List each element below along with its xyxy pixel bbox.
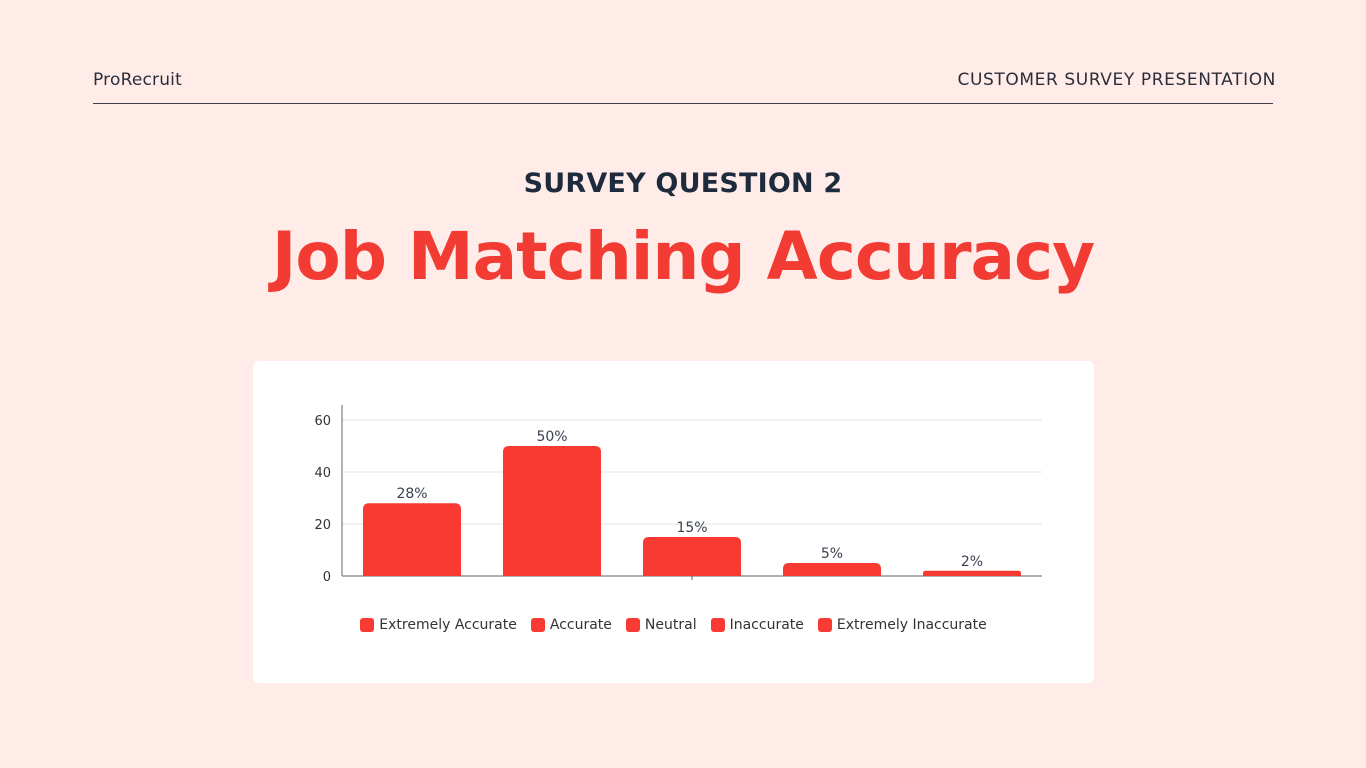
legend-swatch <box>710 618 725 632</box>
legend-swatch <box>530 618 545 632</box>
survey-question-label: SURVEY QUESTION 2 <box>523 168 843 199</box>
header-divider <box>93 103 1273 104</box>
legend-label: Extremely Accurate <box>379 617 517 633</box>
bar <box>503 446 601 576</box>
y-tick-label: 60 <box>314 414 331 429</box>
legend-item: Accurate <box>530 617 612 633</box>
bar-data-label: 50% <box>536 429 567 445</box>
y-tick-label: 20 <box>314 518 331 533</box>
y-tick-label: 40 <box>314 466 331 481</box>
brand-name: ProRecruit <box>93 70 182 90</box>
legend-item: Extremely Accurate <box>360 617 517 633</box>
y-tick-label: 0 <box>323 570 331 585</box>
legend-item: Inaccurate <box>710 617 804 633</box>
bar-data-label: 15% <box>676 520 707 536</box>
legend-label: Accurate <box>549 617 612 633</box>
bar-data-label: 2% <box>961 554 983 570</box>
bar <box>363 503 461 576</box>
bar <box>783 563 881 576</box>
bar-chart: 0 20 40 60 28% 50% 15% 5% 2% <box>314 405 1042 585</box>
legend-swatch <box>817 618 832 632</box>
legend-label: Inaccurate <box>729 617 804 633</box>
legend-swatch <box>360 618 375 632</box>
legend-label: Extremely Inaccurate <box>836 617 987 633</box>
legend-item: Neutral <box>625 617 697 633</box>
chart-card: 0 20 40 60 28% 50% 15% 5% 2% Extremely Accurate A… <box>253 361 1094 683</box>
bar-data-label: 28% <box>396 486 427 502</box>
legend-label: Neutral <box>644 617 697 633</box>
bar <box>643 537 741 576</box>
legend-swatch <box>625 618 640 632</box>
deck-title: CUSTOMER SURVEY PRESENTATION <box>957 70 1276 90</box>
bar <box>923 570 1021 576</box>
legend-item: Extremely Inaccurate <box>817 617 987 633</box>
slide-headline: Job Matching Accuracy <box>271 218 1095 295</box>
bar-data-label: 5% <box>821 546 843 562</box>
chart-legend: Extremely Accurate Accurate Neutral Inaccur… <box>253 617 1094 633</box>
